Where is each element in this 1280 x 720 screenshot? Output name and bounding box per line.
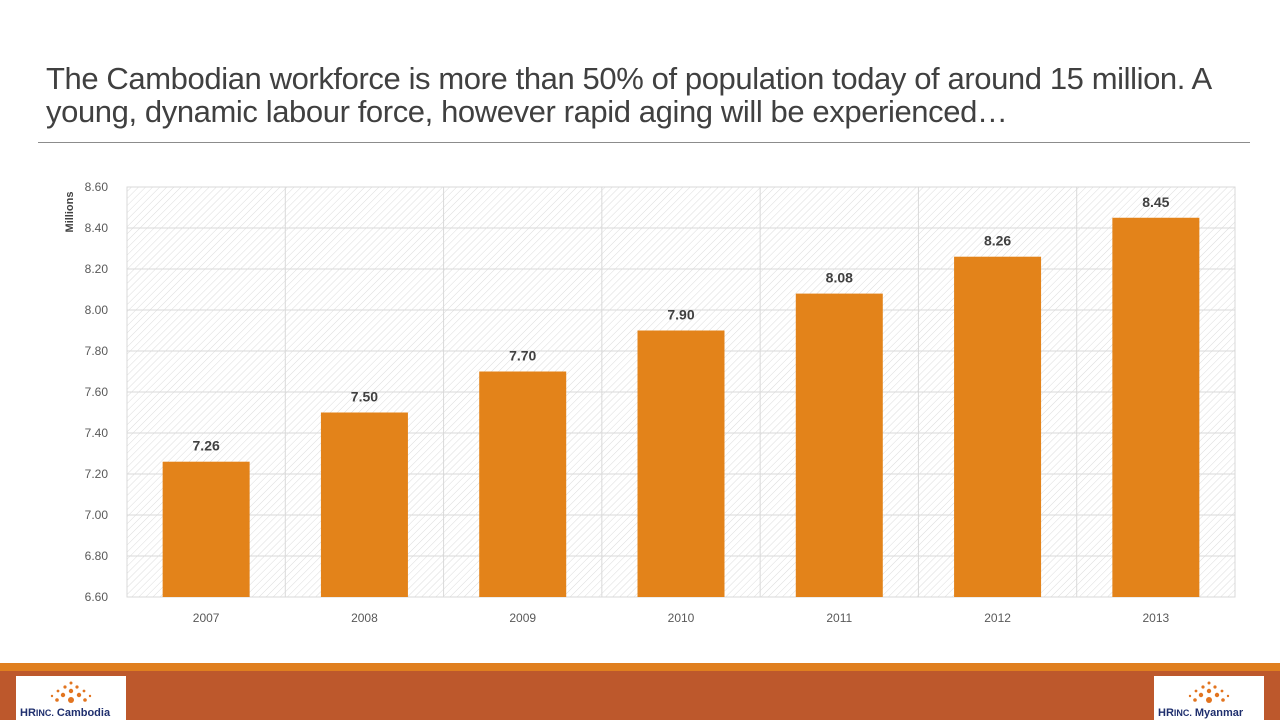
bar-chart: 6.60 6.80 7.00 7.20 7.40 7.60 7.80 8.00 8.20 8.40… [64, 180, 1236, 625]
bar-2010 [637, 330, 725, 597]
y-tick-label: 7.00 [85, 508, 109, 522]
x-tick-label: 2012 [984, 611, 1011, 625]
title-divider [38, 142, 1250, 143]
bar-2008 [320, 412, 408, 597]
slide-title: The Cambodian workforce is more than 50%… [46, 61, 1211, 129]
y-tick-label: 7.20 [85, 467, 109, 481]
y-tick-label: 7.40 [85, 426, 109, 440]
x-tick-label: 2010 [668, 611, 695, 625]
logo-region: Cambodia [56, 707, 111, 719]
hrinc-cambodia-logo: HRINC. Cambodia [16, 676, 126, 720]
footer-accent-band [0, 663, 1280, 671]
data-label: 7.90 [667, 307, 694, 323]
bar-2011 [795, 293, 883, 597]
x-tick-label: 2011 [826, 611, 852, 625]
y-axis-label: Millions [64, 192, 76, 233]
x-tick-label: 2008 [351, 611, 378, 625]
y-tick-label: 7.60 [85, 385, 109, 399]
data-label: 8.26 [984, 233, 1011, 249]
data-label: 8.08 [826, 270, 853, 286]
data-label: 7.26 [193, 438, 220, 454]
logo-region: Myanmar [1194, 707, 1244, 719]
hrinc-myanmar-logo: HRINC. Myanmar [1154, 676, 1264, 720]
data-label: 8.45 [1142, 194, 1169, 210]
footer-band [0, 671, 1280, 720]
bars: 7.26 7.50 7.70 7.90 8.08 8.26 8.45 [162, 194, 1200, 597]
bar-2013 [1112, 217, 1200, 597]
logo-brand-small: INC. [35, 708, 54, 718]
logo-brand-small: INC. [1173, 708, 1192, 718]
bar-2012 [954, 256, 1042, 597]
logo-brand: HR [1158, 707, 1174, 719]
y-tick-label: 8.20 [85, 262, 109, 276]
x-axis: 2007 2008 2009 2010 2011 2012 2013 [193, 611, 1170, 625]
y-tick-label: 6.60 [85, 590, 109, 604]
y-axis: 6.60 6.80 7.00 7.20 7.40 7.60 7.80 8.00 8.20 8.40… [85, 180, 109, 604]
bar-2009 [479, 371, 567, 597]
x-tick-label: 2007 [193, 611, 220, 625]
y-tick-label: 7.80 [85, 344, 109, 358]
y-tick-label: 6.80 [85, 549, 109, 563]
y-tick-label: 8.40 [85, 221, 109, 235]
data-label: 7.50 [351, 389, 378, 405]
y-tick-label: 8.00 [85, 303, 109, 317]
bar-2007 [162, 461, 250, 597]
sunburst-icon [1188, 681, 1230, 703]
x-tick-label: 2013 [1143, 611, 1170, 625]
sunburst-icon [50, 681, 92, 703]
y-tick-label: 8.60 [85, 180, 109, 194]
logo-brand: HR [20, 707, 36, 719]
x-tick-label: 2009 [509, 611, 536, 625]
data-label: 7.70 [509, 348, 536, 364]
